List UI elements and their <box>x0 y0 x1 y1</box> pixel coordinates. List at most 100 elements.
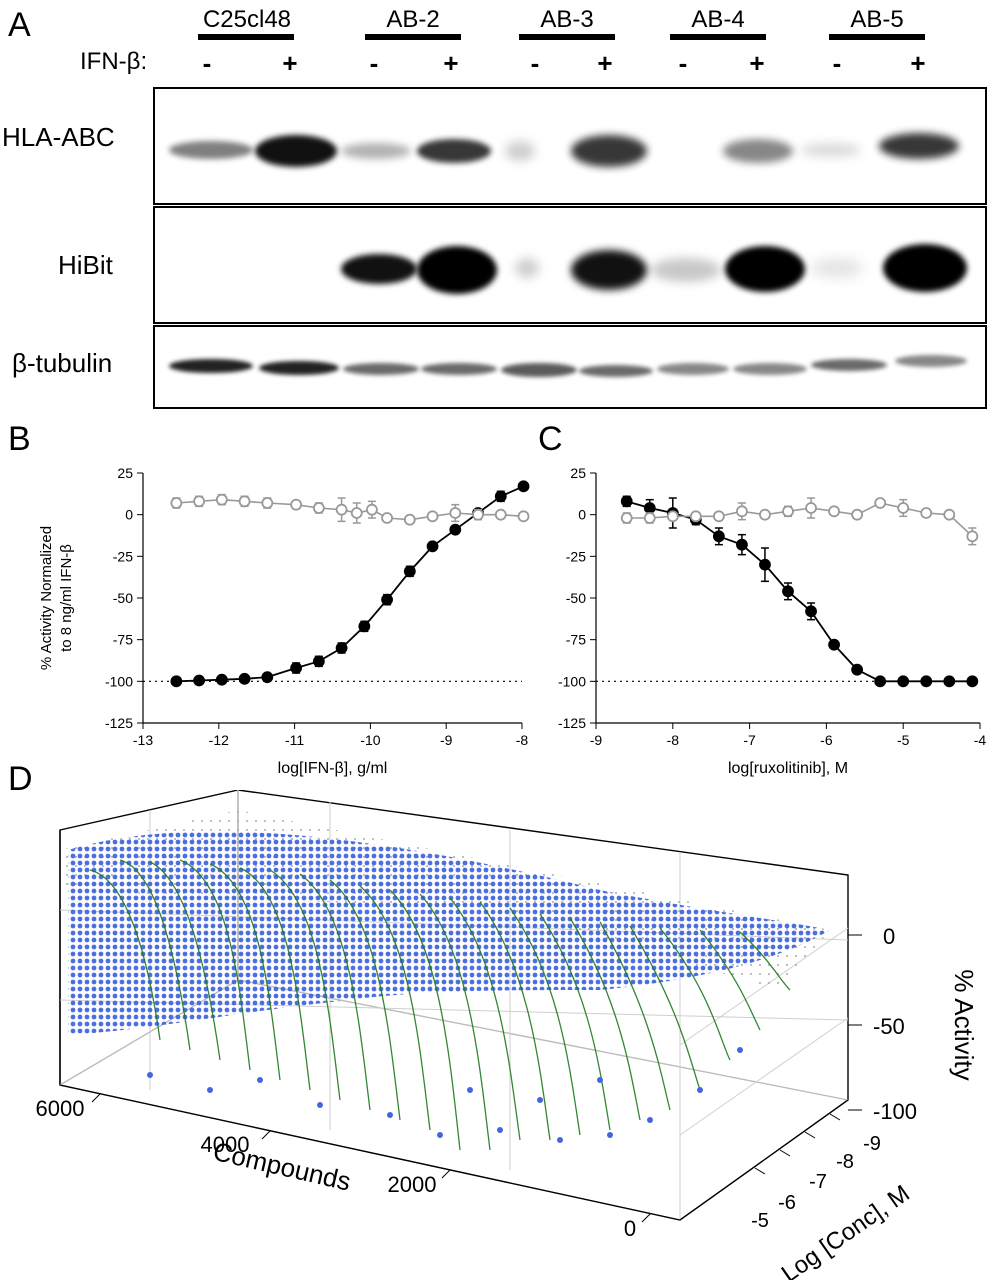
panel-d-label: D <box>8 760 33 798</box>
treatment-label: IFN-β: <box>80 48 148 75</box>
compound-tick-2000: 2000 <box>388 1172 437 1197</box>
data-point-open <box>517 510 530 523</box>
activity-tick-0: 0 <box>883 924 895 949</box>
data-point-filled <box>335 642 348 654</box>
x-tick-label: -8 <box>667 732 680 748</box>
x-tick-label: -9 <box>440 732 453 748</box>
lane-title-ab5: AB-5 <box>850 6 904 33</box>
data-point-open <box>689 510 702 523</box>
data-point-open <box>874 497 887 509</box>
data-point-open <box>643 512 656 524</box>
band <box>571 135 647 167</box>
blot-hla-abc <box>153 87 987 205</box>
data-point-filled <box>312 655 325 668</box>
data-point-filled <box>920 675 933 688</box>
data-point-open <box>350 507 363 519</box>
chart-b: 25 0 -25 -50 -75 -100 -125-13 -12 -11 -10 -9 -8 log[… <box>38 465 530 777</box>
data-point-filled <box>290 662 303 674</box>
lane-bar-c25cl48 <box>198 34 294 40</box>
band <box>169 359 253 373</box>
y-tick-label: -50 <box>113 590 133 606</box>
band <box>417 139 491 163</box>
chart-c: 25 0 -25 -50 -75 -100 -125-9 -8 -7 -6 -5 -4 log[ruxo… <box>558 465 987 777</box>
compound-tick-6000: 6000 <box>36 1096 85 1121</box>
y-axis-label-conc: Log [Conc], M <box>777 1180 915 1280</box>
conc-tick-5: -5 <box>751 1210 769 1232</box>
x-tick-label: -7 <box>743 732 756 748</box>
chart-d-curve-fits <box>89 859 791 1151</box>
band <box>811 359 887 371</box>
chart-d-compound-axis-ticks <box>59 1084 681 1223</box>
data-point-filled <box>494 490 507 503</box>
band <box>657 363 729 375</box>
data-point-open <box>312 502 325 514</box>
band <box>801 143 861 157</box>
chart-d-activity-axis-ticks <box>848 934 862 1111</box>
band <box>169 141 253 159</box>
data-point-filled <box>620 495 633 508</box>
lane-title-c25cl48: C25cl48 <box>202 6 292 33</box>
band <box>723 139 793 163</box>
x-tick-label: -6 <box>820 732 833 748</box>
conc-tick-7: -7 <box>809 1171 827 1193</box>
band <box>811 258 863 278</box>
data-point-filled <box>874 675 887 688</box>
x-tick-label: -11 <box>285 732 304 748</box>
x-tick-label: -4 <box>974 732 987 748</box>
y-tick-label: -100 <box>105 673 133 689</box>
row-label-tubulin: β-tubulin <box>12 348 113 378</box>
x-tick-label: -12 <box>209 732 229 748</box>
blot-hibit <box>153 206 987 324</box>
z-axis-label: % Activity <box>949 969 979 1080</box>
x-tick-label: -9 <box>590 732 603 748</box>
data-point-open <box>782 505 794 518</box>
data-point-filled <box>782 585 794 598</box>
data-point-open <box>381 512 393 524</box>
sign-lane-4: + <box>443 48 459 78</box>
conc-tick-8: -8 <box>836 1151 854 1173</box>
data-point-open <box>449 507 462 519</box>
y-tick-label: 0 <box>125 507 133 523</box>
conc-tick-6: -6 <box>778 1192 796 1214</box>
data-point-open <box>966 530 979 543</box>
row-label-hla: HLA-ABC <box>2 122 115 152</box>
chart-d-low-points <box>147 1047 743 1143</box>
band <box>725 246 805 292</box>
data-point-filled <box>193 674 205 687</box>
sign-lane-6: + <box>597 48 613 78</box>
data-point-open <box>403 513 416 526</box>
series-open-curve <box>626 502 973 537</box>
data-point-filled <box>449 523 462 536</box>
sign-lane-7: - <box>678 48 688 78</box>
y-tick-label: -25 <box>566 548 586 564</box>
data-point-open <box>290 498 303 511</box>
data-point-open <box>736 505 748 518</box>
band <box>421 363 497 375</box>
band <box>515 258 539 278</box>
x-tick-label: -5 <box>897 732 910 748</box>
data-point-filled <box>805 605 817 618</box>
y-tick-label: 25 <box>570 465 586 481</box>
data-point-open <box>335 503 348 516</box>
band <box>895 355 967 367</box>
data-point-filled <box>759 558 771 571</box>
band <box>417 246 497 294</box>
band <box>733 363 807 375</box>
band <box>343 363 419 375</box>
row-label-hibit: HiBit <box>58 250 113 280</box>
data-point-open <box>215 493 228 506</box>
band <box>879 133 959 159</box>
data-point-open <box>426 510 439 523</box>
data-point-filled <box>851 663 864 676</box>
data-point-filled <box>381 593 393 606</box>
data-point-filled <box>966 675 979 688</box>
band <box>255 135 337 167</box>
y-tick-label: -75 <box>113 632 133 648</box>
data-point-filled <box>261 671 274 684</box>
series-open-curve <box>176 498 524 521</box>
data-point-filled <box>643 502 656 514</box>
data-point-open <box>851 508 864 521</box>
y-tick-label: -125 <box>105 715 133 731</box>
data-point-filled <box>517 480 530 493</box>
compound-tick-0: 0 <box>624 1216 636 1241</box>
